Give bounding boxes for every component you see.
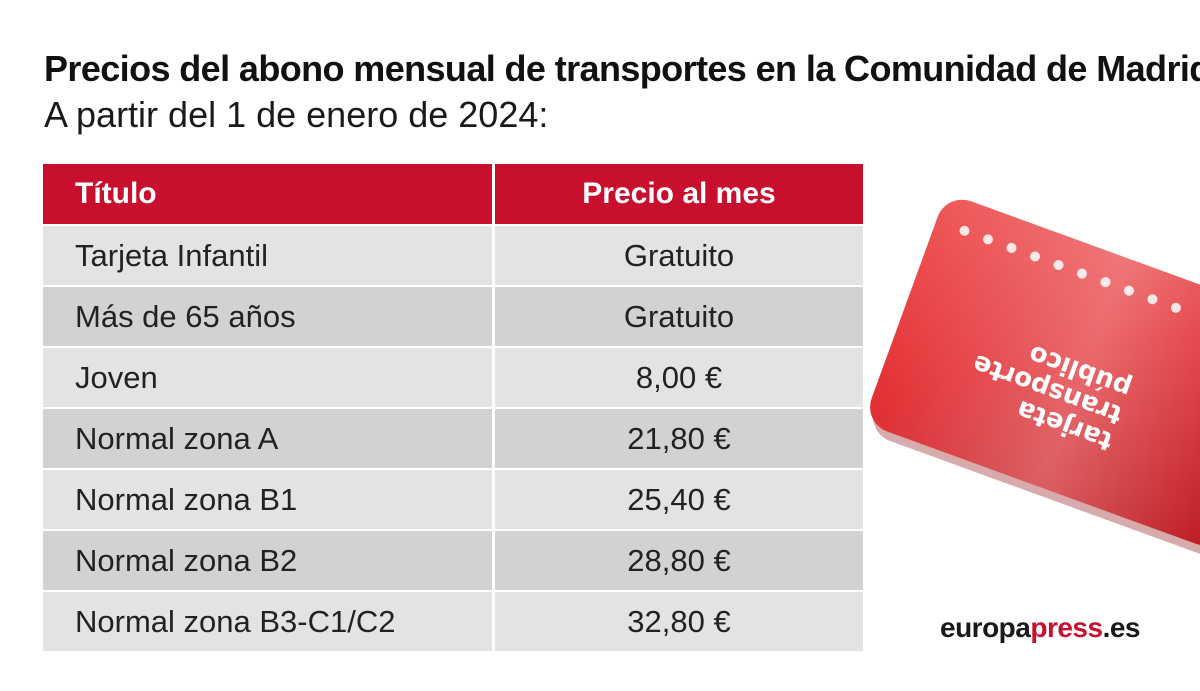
table-row: Normal zona B3-C1/C2 32,80 € (43, 590, 863, 651)
brand-part-1: europa (940, 612, 1031, 643)
table-header-row: Título Precio al mes (43, 164, 863, 224)
row-price: Gratuito (495, 224, 863, 285)
brand-part-3: .es (1102, 612, 1141, 643)
table-row: Normal zona A 21,80 € (43, 407, 863, 468)
row-title: Normal zona B1 (43, 468, 495, 529)
row-price: 25,40 € (495, 468, 863, 529)
row-title: Normal zona B2 (43, 529, 495, 590)
row-price: 21,80 € (495, 407, 863, 468)
row-price: 8,00 € (495, 346, 863, 407)
row-title: Tarjeta Infantil (43, 224, 495, 285)
page-subtitle: A partir del 1 de enero de 2024: (44, 94, 549, 135)
table-row: Joven 8,00 € (43, 346, 863, 407)
table-row: Más de 65 años Gratuito (43, 285, 863, 346)
row-title: Joven (43, 346, 495, 407)
header-price: Precio al mes (495, 164, 863, 224)
row-price: 32,80 € (495, 590, 863, 651)
price-table: Título Precio al mes Tarjeta Infantil Gr… (43, 164, 863, 651)
row-price: Gratuito (495, 285, 863, 346)
page-title: Precios del abono mensual de transportes… (44, 48, 1200, 89)
table-row: Normal zona B2 28,80 € (43, 529, 863, 590)
transport-card-image: tarjeta transporte público (840, 170, 1200, 630)
brand-part-2: press (1030, 612, 1103, 643)
header-title: Título (43, 164, 495, 224)
table-row: Normal zona B1 25,40 € (43, 468, 863, 529)
row-title: Más de 65 años (43, 285, 495, 346)
row-title: Normal zona B3-C1/C2 (43, 590, 495, 651)
brand-logo[interactable]: europapress.es (940, 612, 1141, 644)
row-title: Normal zona A (43, 407, 495, 468)
table-row: Tarjeta Infantil Gratuito (43, 224, 863, 285)
row-price: 28,80 € (495, 529, 863, 590)
